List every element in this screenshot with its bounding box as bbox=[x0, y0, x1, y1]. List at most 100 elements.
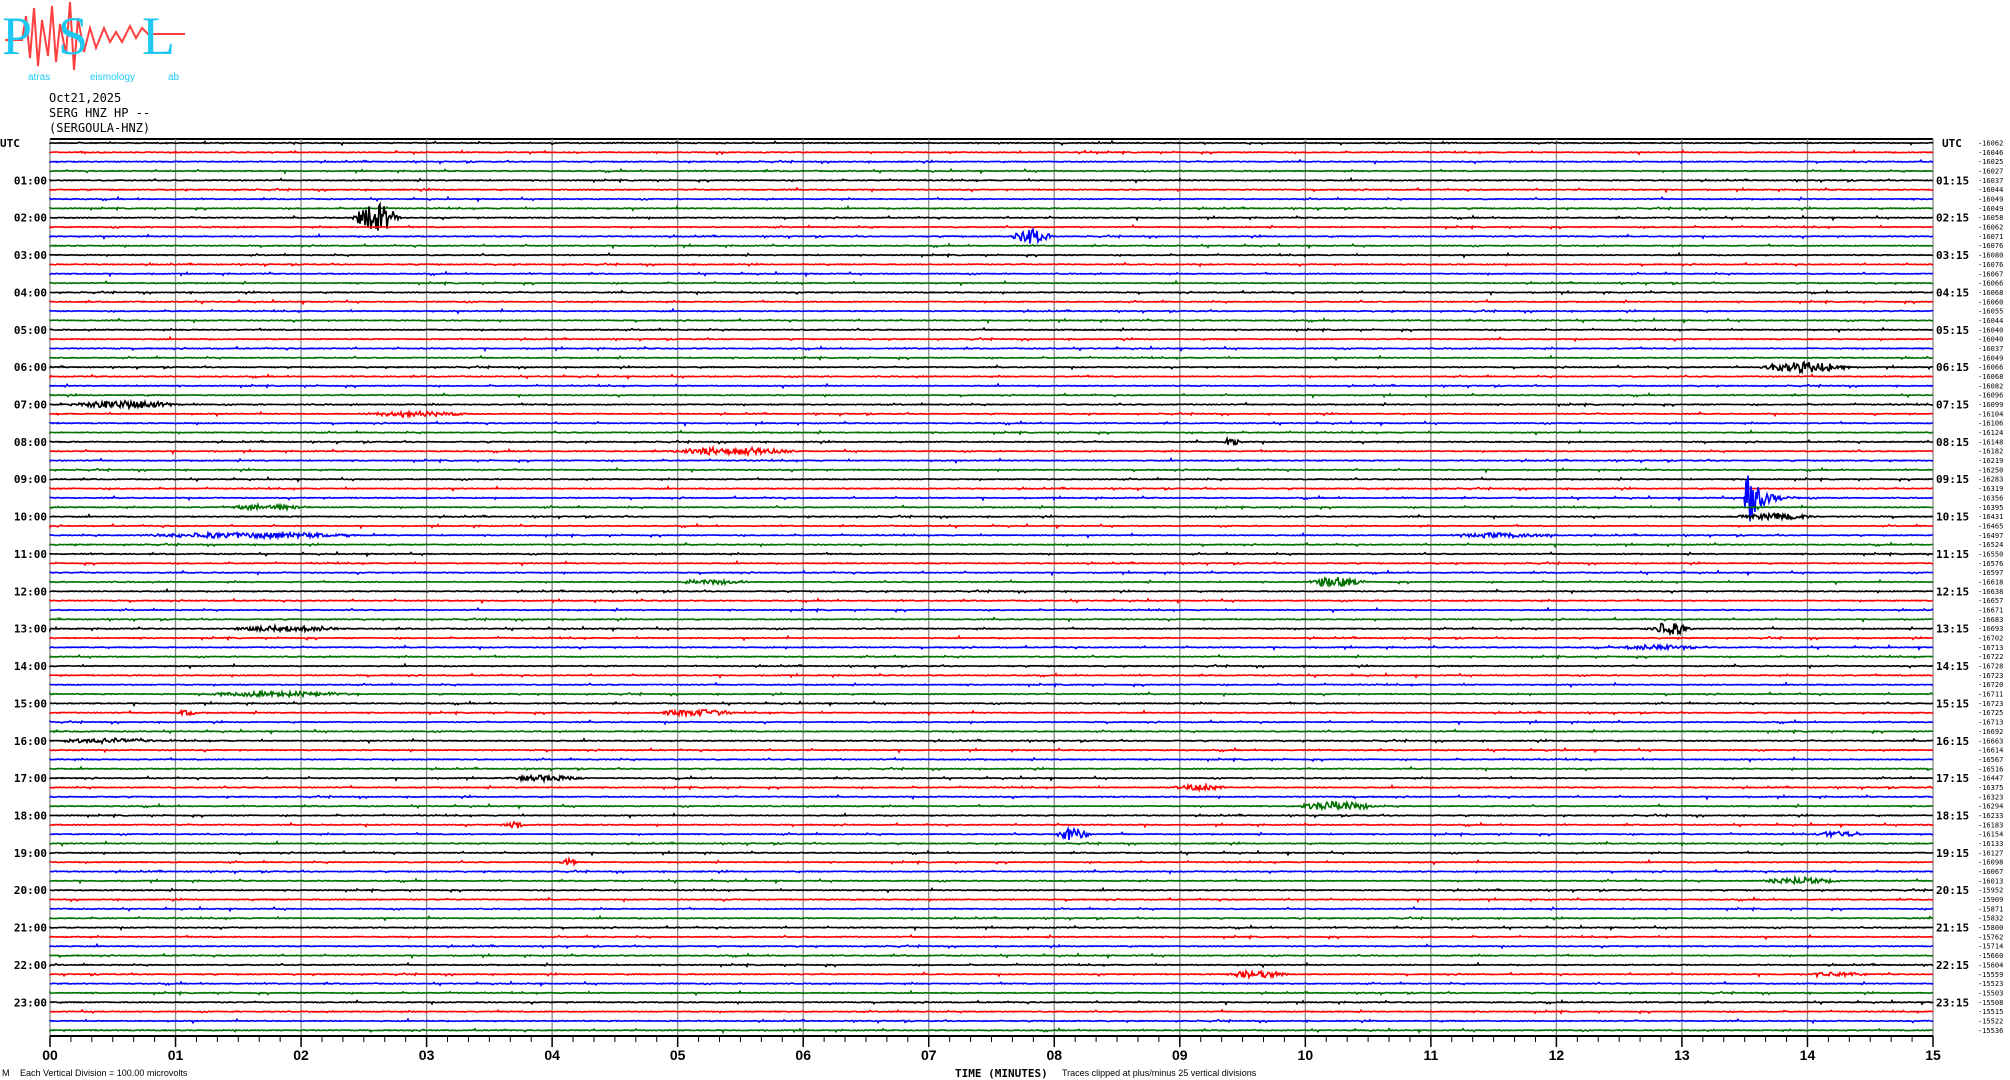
left-hour-label: 18:00 bbox=[14, 809, 47, 822]
row-offset-value: -16713 bbox=[1978, 644, 2003, 652]
trace-row bbox=[49, 1017, 1934, 1025]
left-hour-label: 08:00 bbox=[14, 436, 47, 449]
left-hour-label: 05:00 bbox=[14, 324, 47, 337]
logo-seismogram-icon bbox=[5, 1, 185, 71]
trace-row bbox=[49, 942, 1933, 950]
trace-row bbox=[49, 672, 1934, 680]
x-tick-label: 01 bbox=[168, 1047, 184, 1063]
trace-row bbox=[49, 242, 1934, 250]
logo-letter-p: P bbox=[2, 6, 32, 66]
trace-row bbox=[49, 642, 1934, 652]
row-offset-value: -16148 bbox=[1978, 438, 2003, 446]
left-hour-label: 03:00 bbox=[14, 249, 47, 262]
trace-row bbox=[49, 541, 1934, 549]
trace-row bbox=[49, 688, 1934, 699]
row-offset-value: -16127 bbox=[1978, 849, 2003, 857]
traces bbox=[49, 139, 1934, 1035]
row-offset-value: -15559 bbox=[1978, 971, 2003, 979]
trace-row bbox=[49, 354, 1934, 362]
trace-row bbox=[49, 989, 1934, 997]
trace-row bbox=[50, 886, 1933, 894]
left-hour-label: 09:00 bbox=[14, 473, 47, 486]
row-offset-value: -16049 bbox=[1978, 196, 2003, 204]
row-offset-value: -16124 bbox=[1978, 429, 2003, 437]
x-tick-label: 05 bbox=[670, 1047, 686, 1063]
left-hour-label: 16:00 bbox=[14, 735, 47, 748]
right-hour-labels: 01:15 02:15 03:15 04:15 05:15 06:15 07:15 08:15… bbox=[1936, 174, 1969, 1009]
row-offset-value: -16068 bbox=[1978, 289, 2003, 297]
station-label: (SERGOULA-HNZ) bbox=[49, 121, 150, 135]
row-offset-value: -16104 bbox=[1978, 410, 2003, 418]
trace-row bbox=[49, 444, 1934, 458]
right-hour-label: 20:15 bbox=[1936, 884, 1969, 897]
corner-mark: M bbox=[2, 1068, 10, 1078]
left-hour-label: 14:00 bbox=[14, 660, 47, 673]
trace-row bbox=[49, 933, 1934, 941]
trace-row bbox=[49, 980, 1934, 988]
trace-row bbox=[49, 419, 1934, 427]
trace-row bbox=[49, 466, 1934, 474]
trace-row bbox=[49, 167, 1934, 175]
row-offset-value: -16080 bbox=[1978, 252, 2003, 260]
trace-row bbox=[49, 569, 1934, 577]
right-hour-label: 02:15 bbox=[1936, 212, 1969, 225]
trace-row bbox=[49, 606, 1934, 614]
channel-label: SERG HNZ HP -- bbox=[49, 106, 150, 120]
row-offset-value: -16516 bbox=[1978, 765, 2003, 773]
trace-row bbox=[49, 158, 1934, 165]
row-offset-value: -16356 bbox=[1978, 494, 2003, 502]
right-hour-label: 05:15 bbox=[1936, 324, 1969, 337]
trace-row bbox=[49, 914, 1933, 922]
row-offset-value: -16550 bbox=[1978, 550, 2003, 558]
trace-row bbox=[49, 457, 1933, 464]
trace-row bbox=[49, 511, 1934, 523]
row-offset-value: -16062 bbox=[1978, 140, 2003, 148]
trace-row bbox=[49, 335, 1934, 343]
row-offset-value: -16076 bbox=[1978, 261, 2003, 269]
x-tick-label: 00 bbox=[42, 1047, 58, 1063]
row-offset-value: -16294 bbox=[1978, 803, 2003, 811]
right-utc-label: UTC bbox=[1942, 137, 1962, 150]
row-offset-value: -16728 bbox=[1978, 663, 2003, 671]
clip-note: Traces clipped at plus/minus 25 vertical… bbox=[1062, 1068, 1257, 1078]
row-offset-value: -16055 bbox=[1978, 308, 2003, 316]
row-offset-value: -16250 bbox=[1978, 466, 2003, 474]
trace-row bbox=[49, 781, 1934, 793]
trace-row bbox=[49, 398, 1933, 411]
trace-row bbox=[49, 756, 1934, 763]
row-offset-value: -15515 bbox=[1978, 1008, 2003, 1016]
trace-row bbox=[49, 251, 1934, 259]
logo-letter-l: L bbox=[142, 6, 175, 66]
right-hour-label: 12:15 bbox=[1936, 585, 1969, 598]
row-offset-value: -16013 bbox=[1978, 877, 2003, 885]
row-offset-value: -16431 bbox=[1978, 513, 2003, 521]
row-offset-value: -16702 bbox=[1978, 635, 2003, 643]
row-offset-value: -16062 bbox=[1978, 224, 2003, 232]
right-hour-label: 11:15 bbox=[1936, 548, 1969, 561]
row-offset-value: -16465 bbox=[1978, 522, 2003, 530]
trace-row bbox=[49, 307, 1934, 315]
trace-row bbox=[49, 820, 1934, 829]
left-hour-label: 22:00 bbox=[14, 959, 47, 972]
trace-row bbox=[49, 707, 1934, 719]
trace-row bbox=[49, 737, 1934, 746]
row-offset-value: -16040 bbox=[1978, 336, 2003, 344]
row-offset-value: -15503 bbox=[1978, 989, 2003, 997]
right-hour-label: 14:15 bbox=[1936, 660, 1969, 673]
row-offset-value: -16663 bbox=[1978, 737, 2003, 745]
left-hour-label: 04:00 bbox=[14, 286, 47, 299]
trace-row bbox=[49, 622, 1934, 637]
row-offset-value: -16567 bbox=[1978, 756, 2003, 764]
trace-row bbox=[49, 279, 1934, 287]
trace-row bbox=[49, 874, 1934, 886]
row-offset-value: -16040 bbox=[1978, 326, 2003, 334]
trace-row bbox=[49, 550, 1934, 558]
row-offset-values: -16062-16046-16025-16027-16037-16044-160… bbox=[1978, 140, 2003, 1035]
row-offset-value: -16154 bbox=[1978, 831, 2003, 839]
row-offset-value: -15800 bbox=[1978, 924, 2003, 932]
row-offset-value: -16395 bbox=[1978, 504, 2003, 512]
row-offset-value: -15604 bbox=[1978, 961, 2003, 969]
row-offset-value: -16076 bbox=[1978, 242, 2003, 250]
trace-row bbox=[49, 475, 1934, 483]
logo-sub-2: eismology bbox=[90, 72, 135, 83]
